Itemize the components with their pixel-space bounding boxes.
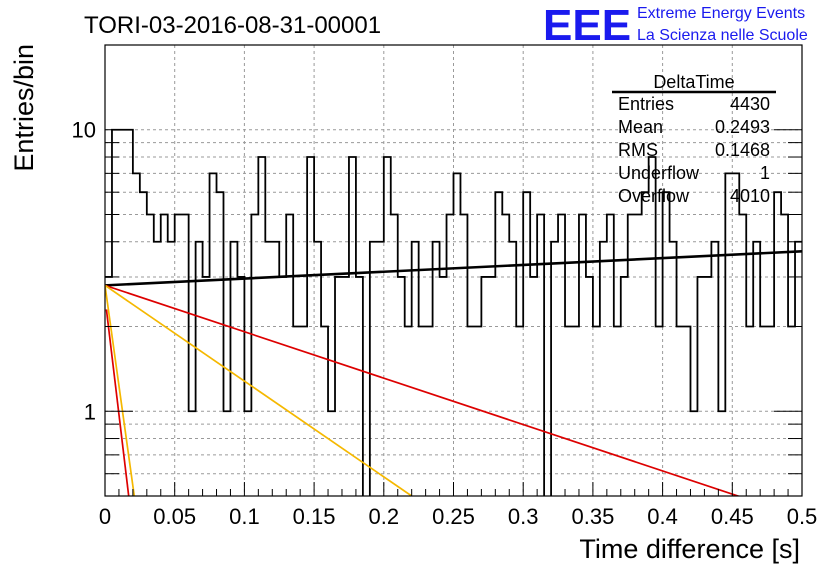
histogram-bars xyxy=(105,128,802,496)
x-tick-label: 0.05 xyxy=(153,504,196,529)
histogram-step-line xyxy=(105,128,802,496)
stats-box: DeltaTime Entries 4430 Mean 0.2493 RMS 0.1468… xyxy=(612,72,776,206)
eee-logo-line2: La Scienza nelle Scuole xyxy=(637,27,808,44)
y-tick-label: 1 xyxy=(84,399,96,424)
stats-rows: Entries 4430 Mean 0.2493 RMS 0.1468 Underflow 1… xyxy=(618,94,770,206)
fit-line xyxy=(105,309,130,496)
x-tick-label: 0.1 xyxy=(229,504,260,529)
stats-label: Mean xyxy=(618,117,663,137)
y-tick-label: 10 xyxy=(72,118,96,143)
fit-line xyxy=(105,284,413,496)
stats-value: 0.1468 xyxy=(715,140,770,160)
y-axis-title: Entries/bin xyxy=(9,44,39,172)
x-tick-labels: 0 0.05 0.1 0.15 0.2 0.25 0.3 0.35 0.4 0.45 0.5 xyxy=(99,504,817,529)
eee-logo-mark: EEE xyxy=(543,1,631,50)
x-tick-label: 0.5 xyxy=(787,504,818,529)
y-tick-labels: 1 10 xyxy=(72,118,96,425)
stats-label: Overflow xyxy=(618,186,690,206)
stats-value: 0.2493 xyxy=(715,117,770,137)
fit-line xyxy=(105,250,802,287)
stats-title: DeltaTime xyxy=(653,72,734,92)
eee-logo-line1: Extreme Energy Events xyxy=(637,5,805,22)
chart-title: TORI-03-2016-08-31-00001 xyxy=(84,12,381,39)
x-tick-label: 0.3 xyxy=(508,504,539,529)
x-tick-label: 0.25 xyxy=(432,504,475,529)
x-tick-label: 0.45 xyxy=(711,504,754,529)
fit-lines xyxy=(105,250,802,496)
fit-line xyxy=(105,285,136,496)
x-tick-label: 0 xyxy=(99,504,111,529)
x-axis-title: Time difference [s] xyxy=(579,534,800,564)
eee-logo: EEE Extreme Energy Events La Scienza nel… xyxy=(543,1,808,50)
stats-label: RMS xyxy=(618,140,658,160)
fit-line xyxy=(105,284,741,496)
stats-value: 1 xyxy=(760,163,770,183)
x-tick-label: 0.15 xyxy=(293,504,336,529)
x-tick-label: 0.4 xyxy=(647,504,678,529)
axis-ticks xyxy=(104,44,803,497)
x-tick-label: 0.2 xyxy=(369,504,400,529)
stats-value: 4430 xyxy=(730,94,770,114)
stats-value: 4010 xyxy=(730,186,770,206)
x-tick-label: 0.35 xyxy=(571,504,614,529)
stats-label: Underflow xyxy=(618,163,700,183)
stats-label: Entries xyxy=(618,94,674,114)
